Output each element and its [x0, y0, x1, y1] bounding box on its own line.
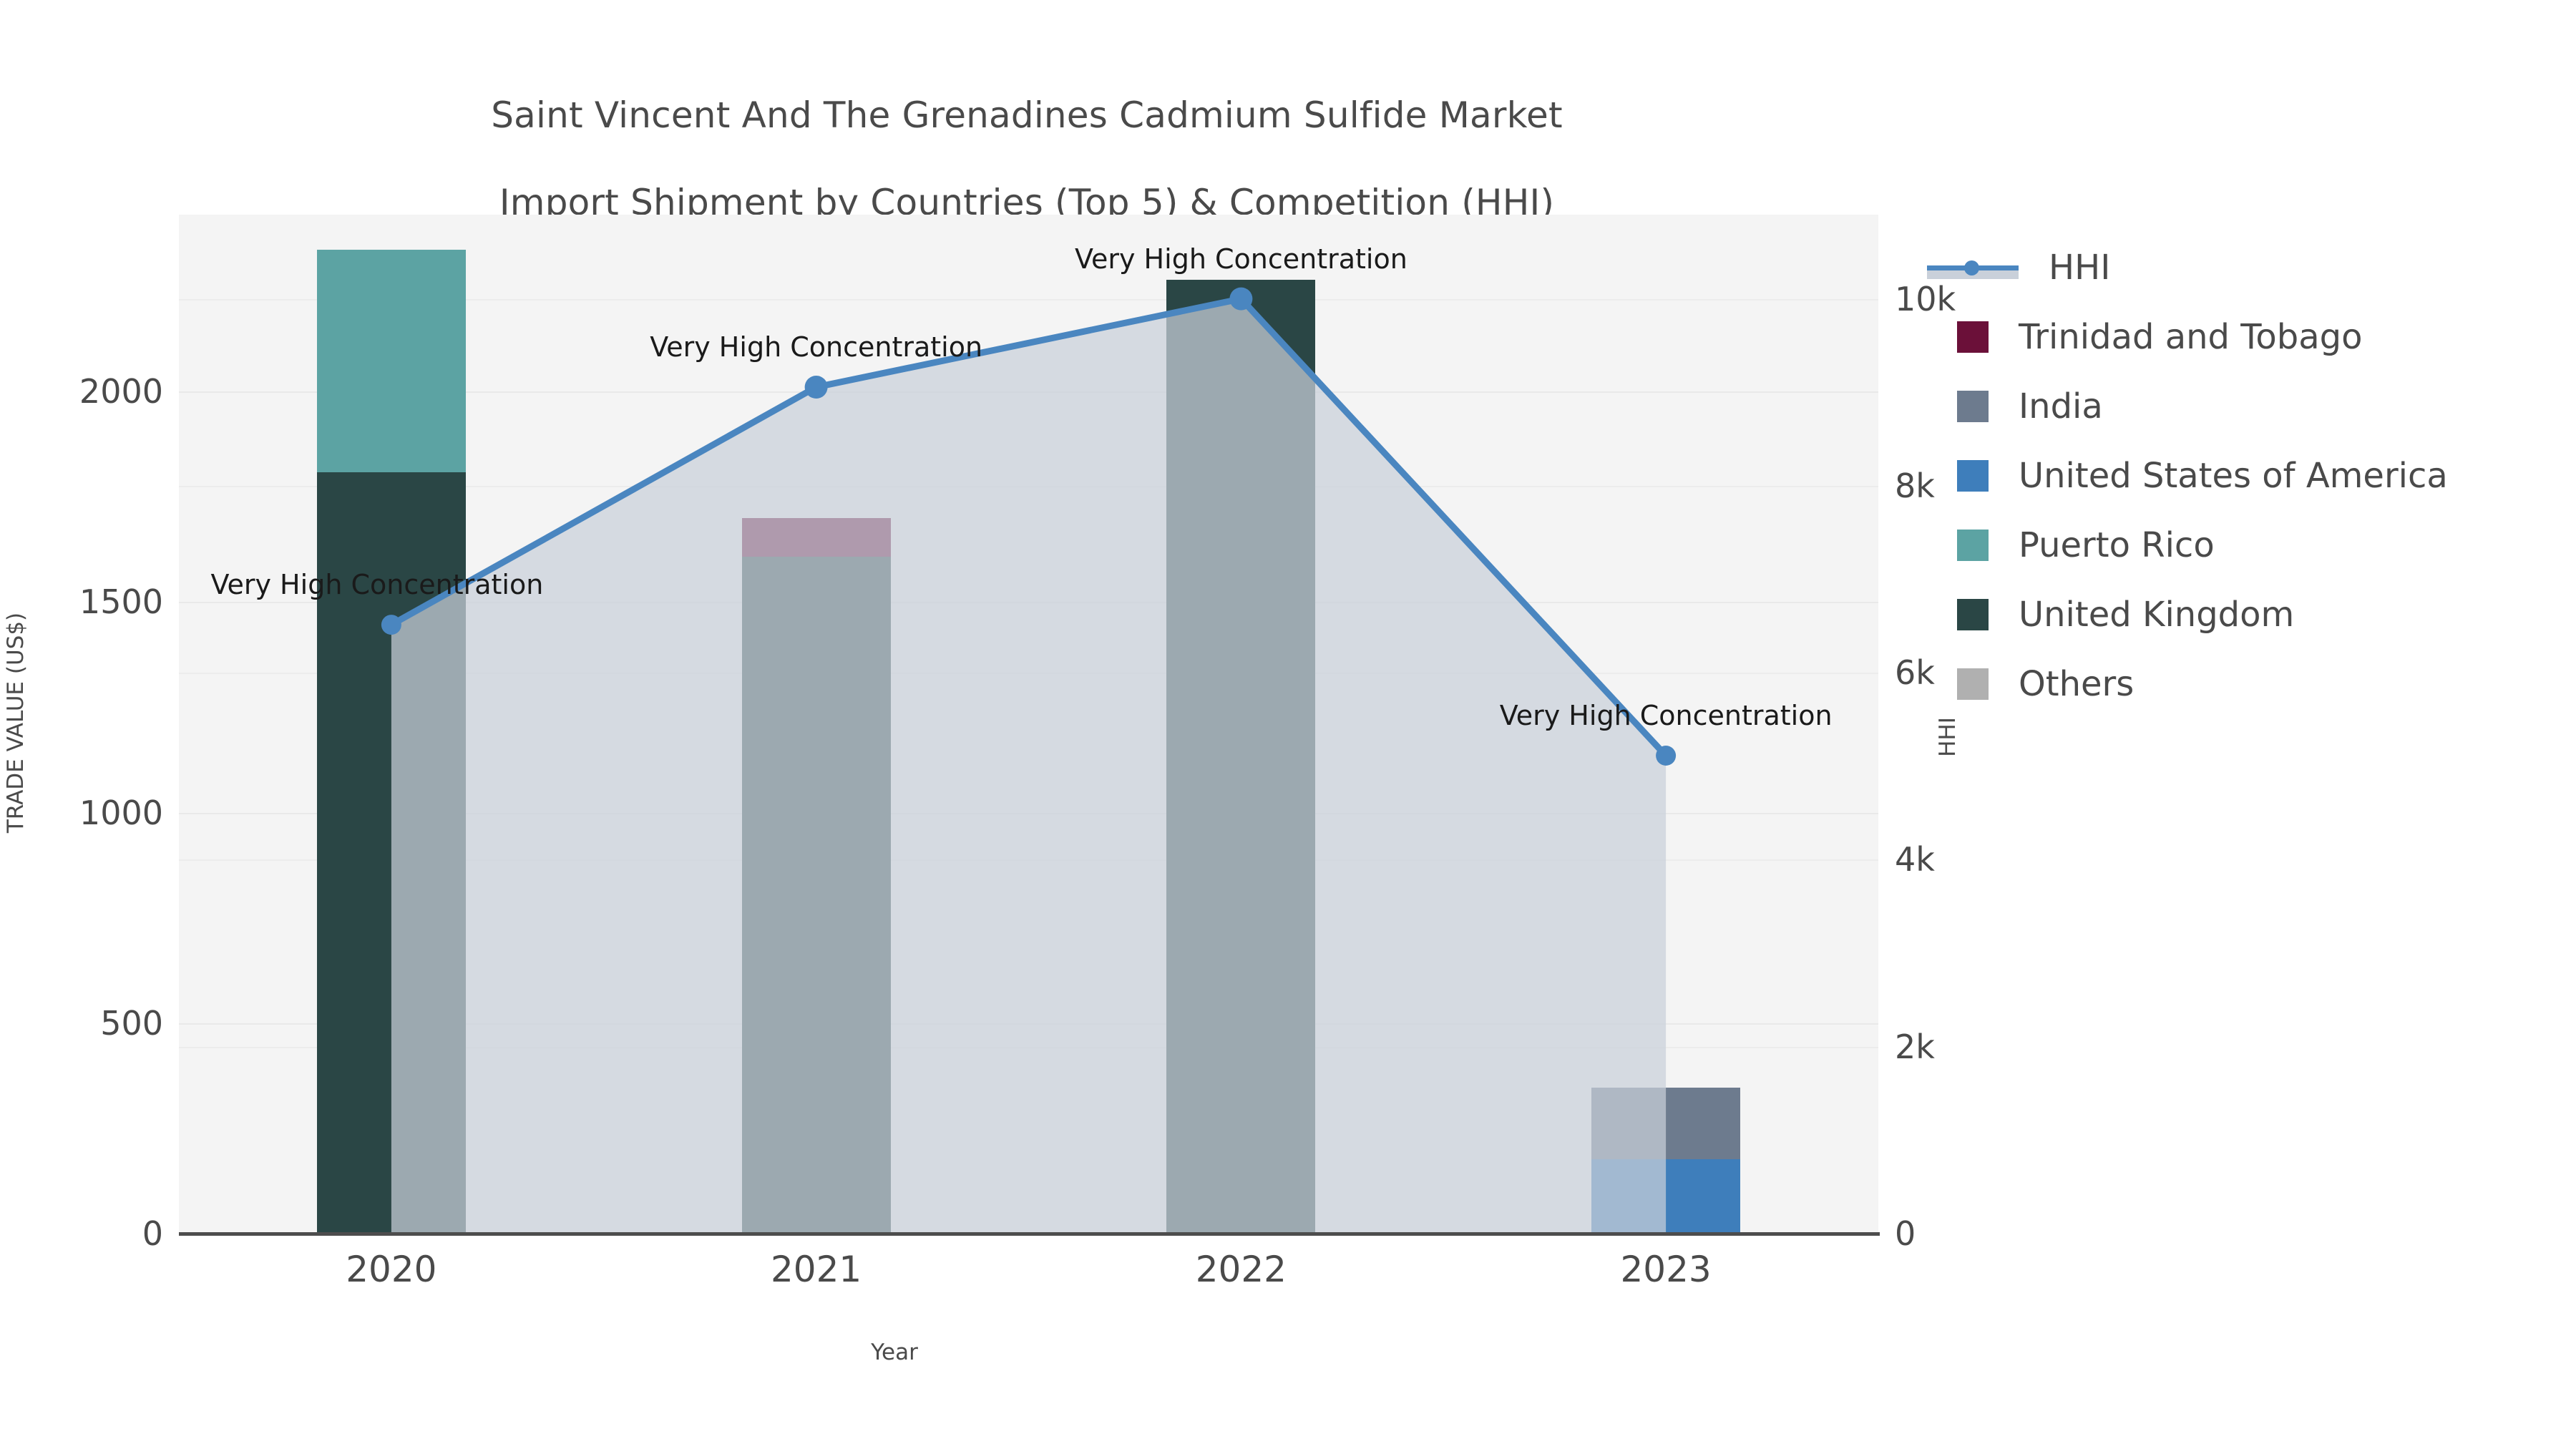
hhi-area-fill — [391, 298, 1667, 1234]
legend-line-marker-icon — [1927, 252, 2019, 283]
legend-swatch-icon — [1957, 321, 1989, 353]
hhi-data-point[interactable] — [1656, 746, 1677, 766]
y-tick-left-label: 1000 — [79, 793, 163, 832]
hhi-data-point[interactable] — [1229, 287, 1253, 311]
y-tick-right-label: 8k — [1895, 466, 1935, 505]
annotation-label: Very High Concentration — [650, 331, 983, 364]
legend-swatch-icon — [1957, 668, 1989, 700]
y-tick-left-label: 1500 — [79, 582, 163, 622]
gridline-right — [179, 298, 1878, 301]
legend-swatch-icon — [1957, 598, 1989, 630]
legend-item-label: Trinidad and Tobago — [2019, 316, 2363, 357]
legend-item-label: HHI — [2049, 247, 2111, 288]
hhi-data-point[interactable] — [381, 615, 401, 635]
legend-item-trinidad-and-tobago[interactable]: Trinidad and Tobago — [1957, 302, 2558, 371]
annotation-label: Very High Concentration — [210, 569, 544, 601]
legend-item-india[interactable]: India — [1957, 371, 2558, 441]
y-tick-left-label: 0 — [142, 1214, 163, 1253]
hhi-data-point[interactable] — [804, 376, 828, 399]
y-axis-left-title: TRADE VALUE (US$) — [3, 612, 29, 834]
legend-item-label: United States of America — [2019, 455, 2448, 496]
y-tick-right-label: 0 — [1895, 1214, 1916, 1253]
legend-item-united-kingdom[interactable]: United Kingdom — [1957, 580, 2558, 649]
hhi-series — [381, 287, 1677, 1234]
x-axis-title: Year — [871, 1340, 918, 1365]
legend-item-puerto-rico[interactable]: Puerto Rico — [1957, 510, 2558, 580]
legend-item-hhi[interactable]: HHI — [1927, 233, 2558, 302]
legend-swatch-icon — [1957, 459, 1989, 492]
legend-item-label: United Kingdom — [2019, 594, 2295, 635]
bar-segment[interactable] — [316, 249, 466, 473]
y-tick-right-label: 10k — [1895, 279, 1956, 318]
legend-item-label: India — [2019, 386, 2103, 426]
annotation-label: Very High Concentration — [1499, 700, 1833, 732]
x-axis-baseline — [179, 1232, 1880, 1236]
legend: HHI Trinidad and Tobago India United States… — [1927, 233, 2558, 718]
hhi-line — [388, 296, 1669, 759]
x-tick-label-2021: 2021 — [771, 1249, 862, 1290]
y-tick-right-label: 6k — [1895, 653, 1935, 693]
y-tick-right-label: 4k — [1895, 840, 1935, 879]
x-tick-label-2020: 2020 — [346, 1249, 437, 1290]
y-axis-right-title: HHI — [1935, 717, 1961, 757]
title-line-1: Saint Vincent And The Grenadines Cadmium… — [491, 94, 1563, 136]
x-tick-label-2023: 2023 — [1620, 1249, 1712, 1290]
x-tick-label-2022: 2022 — [1195, 1249, 1287, 1290]
legend-swatch-icon — [1957, 390, 1989, 422]
legend-item-united-states-of-america[interactable]: United States of America — [1957, 441, 2558, 510]
legend-item-label: Others — [2019, 663, 2135, 704]
legend-swatch-icon — [1957, 529, 1989, 561]
legend-item-label: Puerto Rico — [2019, 525, 2215, 565]
y-tick-right-label: 2k — [1895, 1027, 1935, 1066]
legend-item-others[interactable]: Others — [1957, 649, 2558, 718]
y-tick-left-label: 500 — [100, 1003, 163, 1043]
annotation-label: Very High Concentration — [1074, 243, 1407, 275]
y-tick-left-label: 2000 — [79, 372, 163, 411]
